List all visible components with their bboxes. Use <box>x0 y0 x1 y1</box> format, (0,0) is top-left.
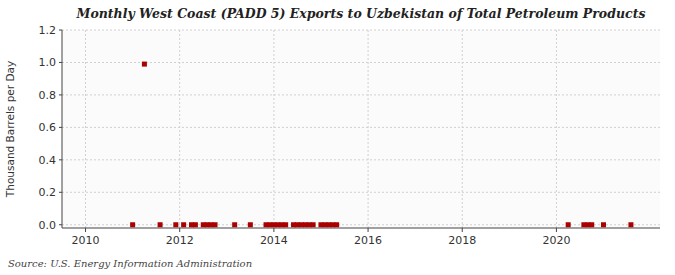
point <box>311 222 316 227</box>
x-tick-label: 2016 <box>354 234 382 247</box>
grid-line <box>556 30 557 228</box>
y-tick <box>59 127 62 128</box>
y-axis-line <box>62 30 63 228</box>
x-tick-label: 2018 <box>448 234 476 247</box>
y-axis-label: Thousand Barrels per Day <box>4 61 16 198</box>
title: Monthly West Coast (PADD 5) Exports to U… <box>76 6 646 21</box>
point <box>566 222 571 227</box>
point <box>158 222 163 227</box>
point <box>130 222 135 227</box>
x-tick <box>273 228 274 232</box>
y-tick-label: 0.4 <box>39 154 57 167</box>
y-tick-label: 1.0 <box>39 56 57 69</box>
grid-line <box>273 30 274 228</box>
x-tick <box>85 228 86 232</box>
point <box>193 222 198 227</box>
point <box>628 222 633 227</box>
point <box>181 222 186 227</box>
point <box>232 222 237 227</box>
point <box>213 222 218 227</box>
point <box>334 222 339 227</box>
y-tick-label: 0.8 <box>39 89 57 102</box>
x-tick <box>556 228 557 232</box>
point <box>142 62 147 67</box>
y-tick-label: 0.6 <box>39 121 57 134</box>
y-tick <box>59 62 62 63</box>
y-tick-label: 0.0 <box>39 219 57 232</box>
x-tick-label: 2012 <box>166 234 194 247</box>
points <box>130 62 633 228</box>
grid-line <box>62 159 660 160</box>
grid-line <box>462 30 463 228</box>
x-axis-line <box>62 228 660 229</box>
x-tick <box>462 228 463 232</box>
grid-line <box>62 192 660 193</box>
chart: 2010 2012 2014 2016 2018 2020 0.0 0.2 0.4 0.6 0.8 1… <box>0 0 675 275</box>
y-tick <box>59 192 62 193</box>
y-tick-label: 1.2 <box>39 24 57 37</box>
x-tick-label: 2020 <box>542 234 570 247</box>
grid-line <box>62 30 660 31</box>
point <box>589 222 594 227</box>
y-tick <box>59 159 62 160</box>
x-tick-label: 2010 <box>72 234 100 247</box>
page: {"chart_data": {"type": "scatter", "titl… <box>0 0 675 275</box>
plot-area <box>62 30 660 228</box>
grid-line <box>62 62 660 63</box>
grid-line <box>85 30 86 228</box>
grid-line <box>368 30 369 228</box>
y-tick-label: 0.2 <box>39 186 57 199</box>
grid-line <box>179 30 180 228</box>
annotation: Source: U.S. Energy Information Administ… <box>8 258 252 269</box>
grid-line <box>62 127 660 128</box>
point <box>601 222 606 227</box>
y-tick <box>59 224 62 225</box>
grid <box>62 30 660 228</box>
grid-line <box>62 94 660 95</box>
y-tick <box>59 30 62 31</box>
y-tick <box>59 94 62 95</box>
x-tick <box>368 228 369 232</box>
point <box>248 222 253 227</box>
x-tick <box>179 228 180 232</box>
point <box>283 222 288 227</box>
point <box>173 222 178 227</box>
x-tick-label: 2014 <box>260 234 288 247</box>
